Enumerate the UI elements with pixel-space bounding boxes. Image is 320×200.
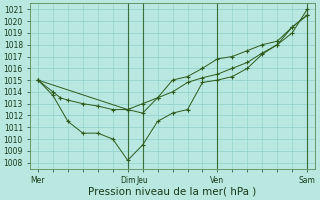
X-axis label: Pression niveau de la mer( hPa ): Pression niveau de la mer( hPa ) [88, 187, 257, 197]
